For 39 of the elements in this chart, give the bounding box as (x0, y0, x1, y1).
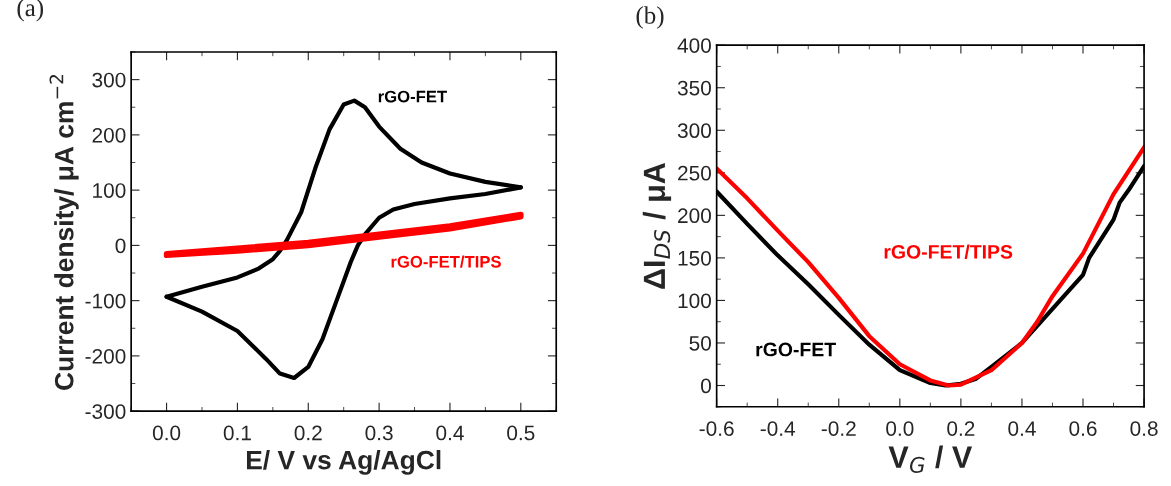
x-tick-label: -0.2 (821, 421, 856, 436)
y-tick-label: 200 (678, 208, 711, 224)
x-tick-label: -0.6 (699, 421, 734, 436)
x-tick-label: 0.0 (152, 425, 181, 441)
y-tick-label: 150 (678, 250, 711, 266)
y-tick-label: 250 (678, 165, 711, 181)
y-tick-label: 100 (93, 183, 126, 198)
y-tick-label: 300 (92, 72, 126, 88)
y-tick-label: 200 (92, 127, 126, 143)
x-tick-label: 0.6 (1069, 421, 1097, 436)
y-tick-label: 350 (677, 80, 711, 96)
x-tick-label: 0.4 (436, 425, 464, 441)
series-label: rGO-FET (756, 342, 836, 357)
x-axis-title: V$_{G}$ / V (888, 445, 973, 473)
y-tick-label: 300 (677, 123, 711, 139)
y-tick-label: -200 (85, 348, 126, 364)
x-tick-label: 0.0 (886, 421, 914, 436)
x-tick-label: 0.8 (1130, 421, 1158, 436)
x-tick-label: 0.4 (1008, 421, 1036, 436)
x-axis-title: E/ V vs Ag/AgCl (246, 450, 441, 475)
y-tick-label: -300 (85, 404, 126, 419)
text: rGO-FET/TIPS (884, 244, 1013, 259)
x-tick-label: 0.2 (294, 425, 322, 441)
y-axis-title: Current density/ μA cm$^{−2}$ (49, 74, 79, 390)
x-tick-label: 0.3 (365, 425, 393, 441)
y-tick-label: 400 (677, 38, 711, 53)
series-label: rGO-FET/TIPS (391, 255, 501, 268)
x-tick-label: 0.2 (947, 421, 975, 436)
y-axis-title: ΔI$_{DS}$ / μA (642, 162, 672, 289)
chart-title: (b) (636, 6, 664, 29)
y-tick-label: 50 (689, 335, 711, 351)
y-tick-label: 100 (678, 293, 711, 309)
y-tick-label: 0 (701, 378, 711, 394)
x-tick-label: 0.1 (223, 425, 251, 441)
series-label: rGO-FET (378, 90, 447, 103)
y-tick-label: -100 (85, 293, 126, 309)
y-tick-label: 0 (115, 238, 126, 254)
x-tick-label: 0.5 (507, 425, 535, 441)
x-tick-label: -0.4 (760, 421, 796, 436)
